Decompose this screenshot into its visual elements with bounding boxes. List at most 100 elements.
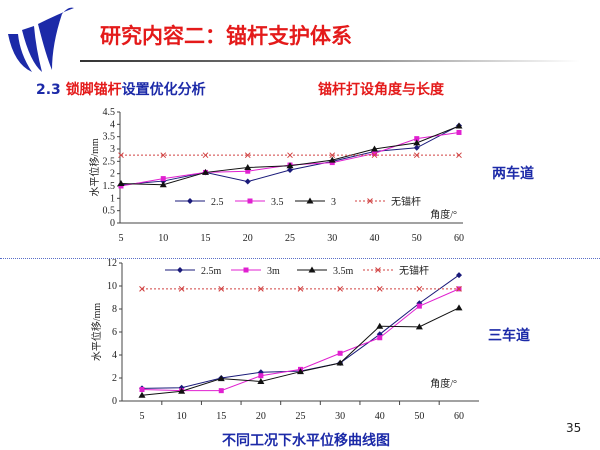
- x-marker: [337, 286, 343, 292]
- x-axis-label: 角度/°: [430, 208, 457, 221]
- square-marker: [377, 335, 383, 341]
- series-line-3.5m: [141, 307, 460, 396]
- section-number: 2.3: [36, 82, 61, 98]
- square-marker: [258, 373, 264, 379]
- x-tick-label: 30: [335, 411, 345, 422]
- x-tick-label: 40: [370, 233, 380, 244]
- x-tick-label: 60: [454, 233, 464, 244]
- title-rule: [80, 60, 580, 62]
- series-line-3.5: [120, 131, 460, 187]
- slide-title: 研究内容二：锚杆支护体系: [100, 24, 352, 48]
- page-number: 35: [566, 421, 582, 435]
- x-marker: [287, 152, 293, 159]
- legend-label: 3.5m: [333, 266, 354, 277]
- x-marker: [456, 152, 462, 159]
- triangle-marker: [415, 323, 423, 330]
- triangle-marker: [217, 375, 225, 382]
- x-marker: [329, 152, 336, 159]
- y-tick-label: 2: [112, 373, 117, 384]
- square-marker: [139, 387, 145, 392]
- triangle-marker: [308, 266, 316, 273]
- chart-caption: 不同工况下水平位移曲线图: [222, 433, 390, 449]
- topic-heading: 锚杆打设角度与长度: [318, 82, 444, 98]
- square-marker: [247, 198, 253, 204]
- square-marker: [243, 267, 249, 273]
- diamond-marker: [187, 198, 193, 204]
- diamond-marker: [244, 178, 251, 185]
- y-tick-label: 0.5: [103, 206, 116, 217]
- triangle-marker: [328, 156, 336, 163]
- diamond-marker: [413, 144, 420, 151]
- triangle-marker: [257, 377, 265, 384]
- x-tick-label: 5: [140, 411, 145, 422]
- y-tick-label: 10: [107, 281, 117, 292]
- x-marker: [456, 286, 462, 292]
- x-axis-label: 角度/°: [430, 377, 457, 390]
- logo: [8, 7, 74, 72]
- y-tick-label: 2: [110, 169, 115, 180]
- x-marker: [118, 152, 124, 159]
- section-blue: 设置优化分析: [121, 82, 206, 98]
- x-marker: [416, 286, 423, 292]
- x-tick-label: 15: [201, 233, 211, 244]
- x-marker: [297, 286, 304, 292]
- square-marker: [218, 388, 224, 394]
- y-tick-label: 0: [112, 396, 117, 407]
- square-marker: [245, 168, 251, 174]
- y-tick-label: 4: [112, 350, 117, 361]
- y-tick-label: 12: [107, 258, 117, 269]
- x-marker: [376, 286, 383, 292]
- x-marker: [244, 152, 251, 159]
- legend-label: 无锚杆: [391, 196, 421, 208]
- x-marker: [413, 152, 420, 159]
- x-tick-label: 25: [285, 233, 295, 244]
- triangle-marker: [138, 391, 146, 398]
- triangle-marker: [244, 164, 252, 170]
- section-red: 锁脚锚杆: [65, 82, 122, 98]
- triangle-marker: [286, 162, 294, 169]
- y-axis-label: 水平位移/mm: [90, 303, 103, 362]
- triangle-marker: [455, 122, 463, 129]
- chart-three-lane: 0 2 4 6 8 10 12 5 10 15 20 25 30 40 50 60 角度/° 水平位移/mm 2.5…: [90, 258, 479, 422]
- x-marker: [160, 152, 167, 159]
- triangle-marker: [336, 359, 344, 366]
- legend-label: 3m: [267, 266, 280, 277]
- triangle-marker: [413, 139, 421, 146]
- triangle-marker: [455, 304, 463, 311]
- x-tick-label: 5: [119, 233, 124, 244]
- x-tick-label: 50: [414, 411, 424, 422]
- triangle-marker: [376, 322, 384, 329]
- square-marker: [456, 129, 462, 135]
- triangle-marker: [202, 168, 209, 175]
- diamond-marker: [287, 166, 293, 173]
- x-marker: [178, 286, 185, 292]
- x-marker: [258, 286, 264, 292]
- square-marker: [416, 303, 422, 309]
- triangle-marker: [159, 181, 167, 188]
- x-marker: [367, 198, 373, 204]
- square-marker: [160, 176, 166, 182]
- square-marker: [414, 136, 420, 142]
- y-tick-label: 0: [110, 218, 115, 229]
- square-marker: [372, 150, 377, 156]
- legend-label: 3: [331, 197, 336, 208]
- section-heading: 2.3 锁脚锚杆设置优化分析: [36, 79, 206, 99]
- triangle-marker: [371, 145, 378, 152]
- y-tick-label: 1.5: [103, 181, 116, 192]
- series-line-3m: [141, 288, 460, 392]
- diamond-marker: [456, 272, 462, 279]
- y-tick-label: 3.5: [103, 132, 116, 143]
- x-tick-label: 25: [296, 411, 306, 422]
- x-marker: [375, 267, 381, 273]
- legend-label: 3.5: [271, 197, 284, 208]
- three-lane-label: 三车道: [488, 328, 530, 344]
- x-tick-label: 60: [454, 411, 464, 422]
- x-tick-label: 20: [243, 233, 253, 244]
- y-tick-label: 6: [112, 327, 117, 338]
- y-axis-label: 水平位移/mm: [88, 138, 101, 197]
- diamond-marker: [177, 267, 183, 273]
- x-marker: [218, 286, 225, 292]
- two-lane-label: 两车道: [492, 166, 534, 182]
- y-tick-label: 1: [110, 193, 115, 204]
- triangle-marker: [297, 368, 304, 375]
